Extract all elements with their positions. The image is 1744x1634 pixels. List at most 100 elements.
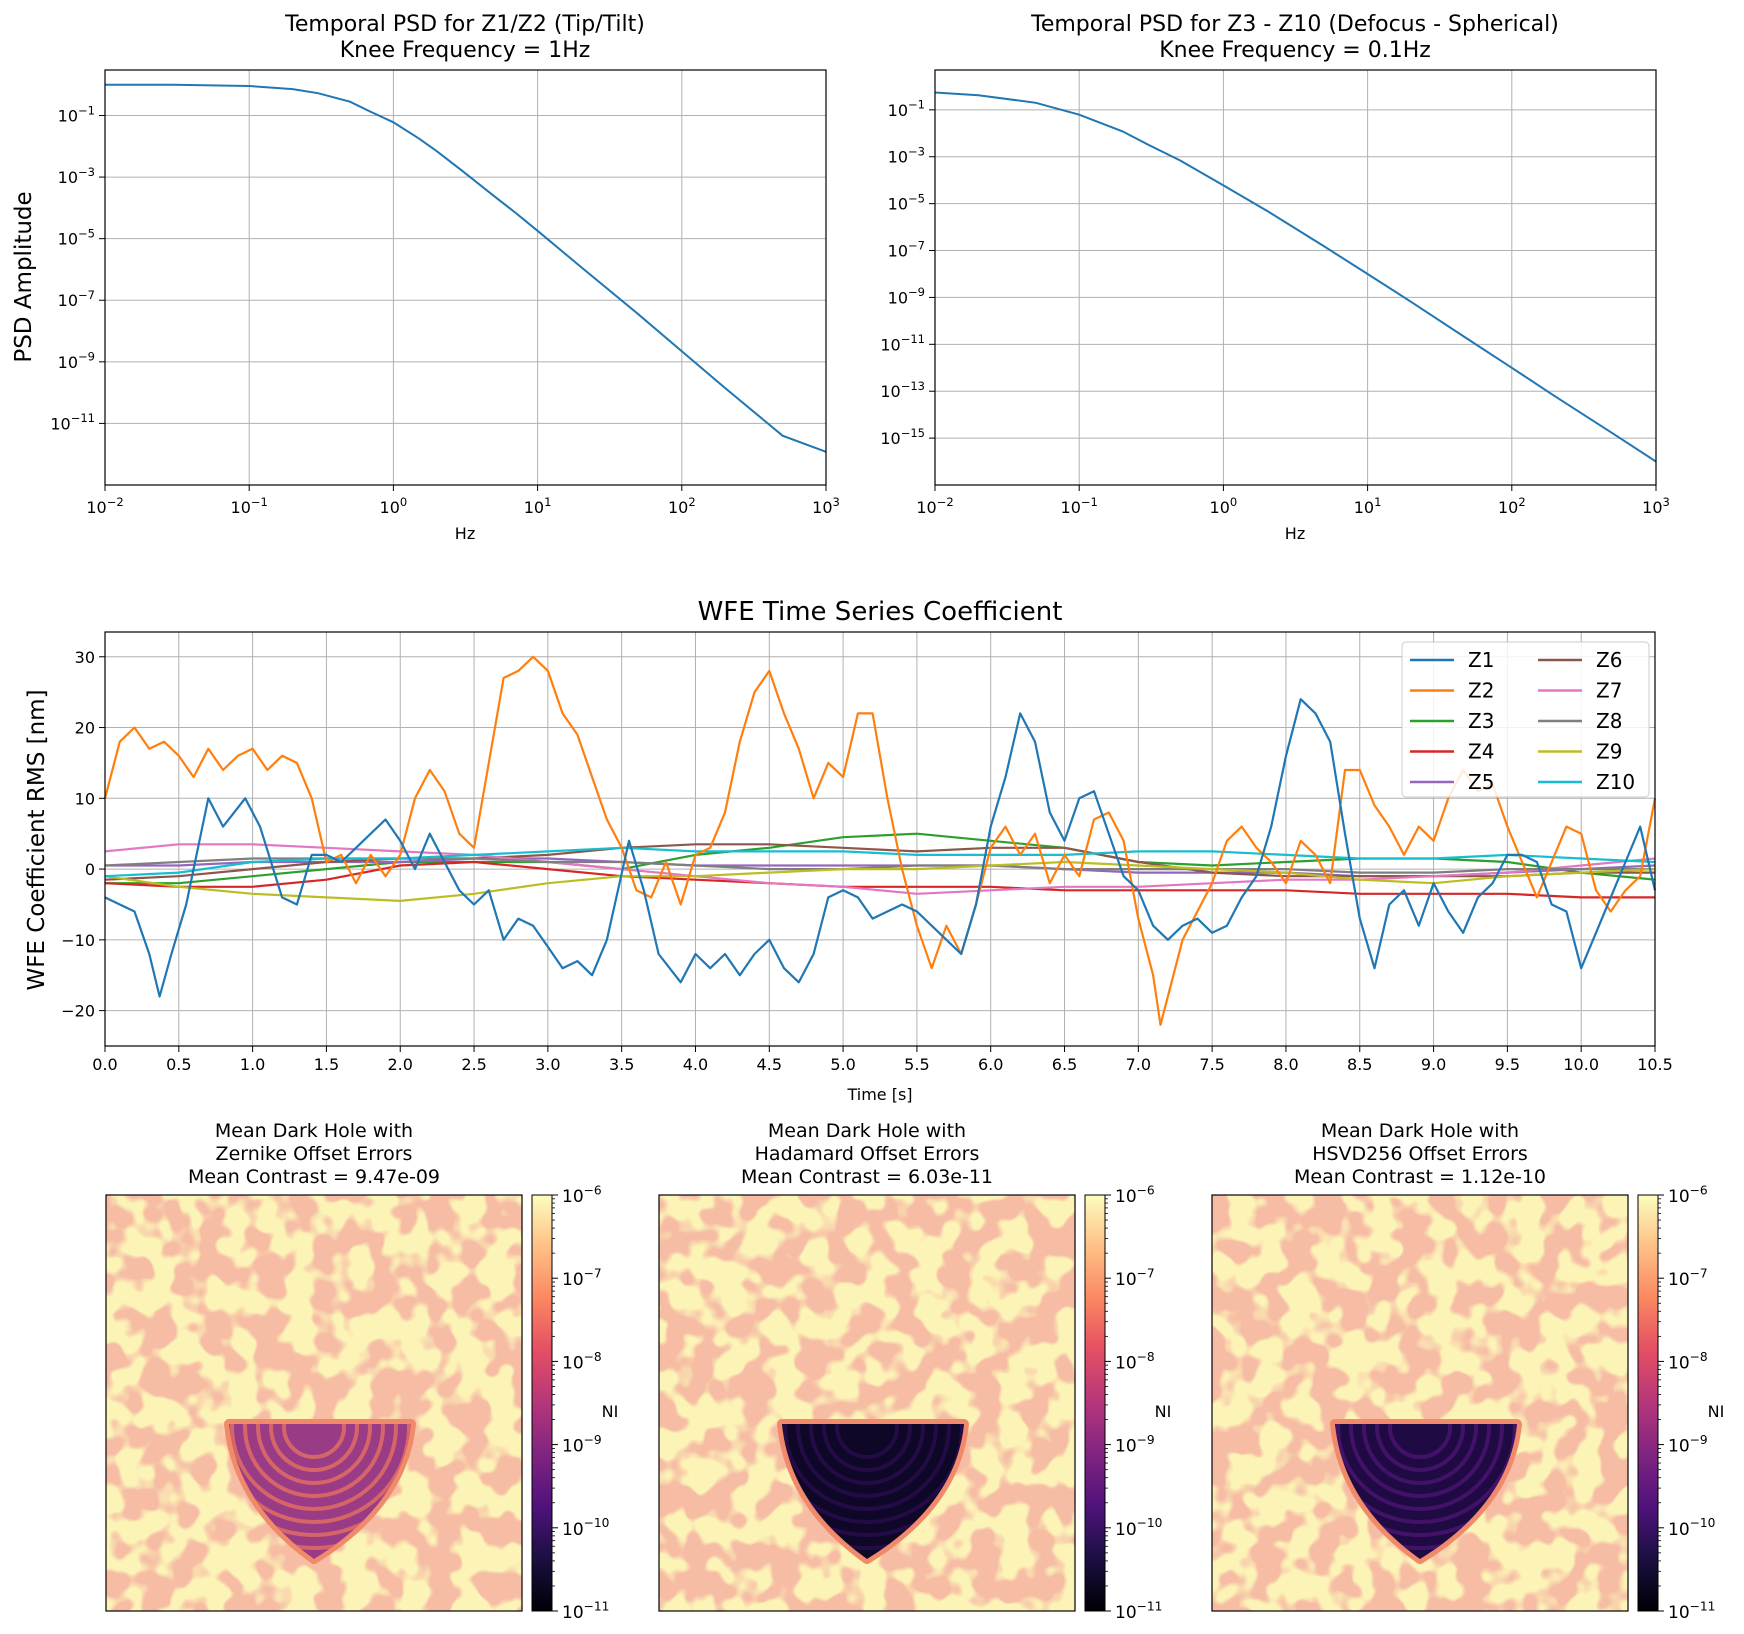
colorbar-tick-label: 10−8 xyxy=(1115,1350,1155,1374)
x-tick-label: 7.5 xyxy=(1199,1055,1224,1074)
x-tick-label: 9.0 xyxy=(1421,1055,1446,1074)
psd-tip-tilt-axes-frame xyxy=(104,69,827,486)
colorbar-tick-label: 10−9 xyxy=(562,1433,602,1457)
x-tick-label: 10−2 xyxy=(916,495,953,517)
fringe-ring xyxy=(1335,1424,1517,1537)
psd-tip-tilt-title-line-1: Temporal PSD for Z1/Z2 (Tip/Tilt) xyxy=(284,12,645,37)
psd-tip-tilt-x-label: Hz xyxy=(455,524,475,543)
fringe-ring xyxy=(822,1424,912,1472)
dark-hole-panels: Mean Dark Hole with Zernike Offset Errors… xyxy=(105,1120,1724,1623)
x-tick-label: 2.0 xyxy=(388,1055,413,1074)
fringe-ring xyxy=(783,1424,951,1511)
y-tick-label: 10−5 xyxy=(888,191,925,213)
y-tick-label: 10−11 xyxy=(50,411,95,433)
colorbar-tick-label: 10−10 xyxy=(1668,1516,1715,1540)
psd-defocus-x-ticks: 10−2 10−1 100 101 102 103 xyxy=(916,485,1670,517)
wfe-x-label: Time [s] xyxy=(846,1085,912,1104)
colorbar-tick-label: 10−11 xyxy=(562,1599,609,1623)
fringe-ring xyxy=(229,1424,411,1537)
fringe-ring xyxy=(835,1424,899,1459)
colorbar-tick-label: 10−6 xyxy=(1668,1183,1708,1207)
colorbar-label: NI xyxy=(1155,1402,1172,1421)
dark-hole-image-frame xyxy=(105,1194,523,1612)
dark-hole-image-frame xyxy=(658,1194,1076,1612)
wfe-series xyxy=(103,655,1657,1026)
y-tick-label: 10−13 xyxy=(880,379,925,401)
dark-hole-region xyxy=(782,1424,964,1559)
fringe-ring xyxy=(809,1424,925,1485)
fringe-ring xyxy=(782,1424,964,1550)
fringe-ring xyxy=(1388,1424,1452,1459)
y-tick-label: 0 xyxy=(85,860,95,879)
x-tick-label: 10−2 xyxy=(86,495,123,517)
dark-hole-fringes xyxy=(1335,1424,1517,1559)
x-tick-label: 1.0 xyxy=(240,1055,265,1074)
psd-tip-tilt-y-ticks: 10−11 10−9 10−7 10−5 10−3 10−1 xyxy=(50,103,105,433)
legend-label-z8: Z8 xyxy=(1596,709,1622,733)
fringe-ring xyxy=(782,1424,964,1537)
dark-hole-title-line-1: Mean Dark Hole with xyxy=(768,1120,966,1142)
y-tick-label: 10−9 xyxy=(58,350,95,372)
colorbar-tick-label: 10−9 xyxy=(1668,1433,1708,1457)
y-tick-label: 10−3 xyxy=(58,165,95,187)
series-line-z2 xyxy=(103,655,1657,1026)
fringe-ring xyxy=(1362,1424,1478,1485)
y-tick-label: 10−7 xyxy=(888,238,925,260)
series-line-z9 xyxy=(104,860,1656,903)
dark-hole-title-line-3: Mean Contrast = 9.47e-09 xyxy=(188,1166,440,1188)
legend-label-z9: Z9 xyxy=(1596,740,1622,764)
dark-hole-region xyxy=(1335,1424,1517,1559)
wfe-y-ticks: −20 −10 0 10 20 30 xyxy=(61,648,105,1021)
y-tick-label: 10−15 xyxy=(880,426,925,448)
x-tick-label: 6.5 xyxy=(1052,1055,1077,1074)
x-tick-label: 5.5 xyxy=(904,1055,929,1074)
y-tick-label: 10−5 xyxy=(58,226,95,248)
y-tick-label: −10 xyxy=(61,931,95,950)
x-tick-label: 1.5 xyxy=(314,1055,339,1074)
dark-hole-image-frame xyxy=(1211,1194,1629,1612)
x-tick-label: 3.5 xyxy=(609,1055,634,1074)
dark-hole-title-line-3: Mean Contrast = 1.12e-10 xyxy=(1294,1166,1546,1188)
x-tick-label: 100 xyxy=(380,495,408,517)
wfe-axes-frame xyxy=(104,631,1656,1047)
fringe-ring xyxy=(1335,1424,1517,1550)
fringe-ring xyxy=(229,1424,411,1550)
colorbar-tick-label: 10−11 xyxy=(1668,1599,1715,1623)
x-tick-label: 3.0 xyxy=(535,1055,560,1074)
fringe-ring xyxy=(796,1424,938,1498)
dark-hole-title-line-2: HSVD256 Offset Errors xyxy=(1312,1143,1528,1165)
psd-defocus-axes-frame xyxy=(934,69,1657,486)
wfe-title: WFE Time Series Coefficient xyxy=(698,597,1063,627)
fringe-ring xyxy=(229,1424,411,1524)
x-tick-label: 10−1 xyxy=(1061,495,1098,517)
fringe-ring xyxy=(256,1424,372,1485)
y-tick-label: −20 xyxy=(61,1002,95,1021)
psd-tip-tilt-series xyxy=(104,83,827,453)
colorbar-tick-label: 10−8 xyxy=(1668,1350,1708,1374)
psd-defocus-title-line-1: Temporal PSD for Z3 - Z10 (Defocus - Sph… xyxy=(1030,12,1559,37)
colorbar-tick-label: 10−6 xyxy=(1115,1183,1155,1207)
wfe-x-ticks: 0.0 0.5 1.0 1.5 2.0 2.5 3.0 3.5 4.0 4.5 5.0 5.5 6.0 6… xyxy=(92,1046,1673,1074)
dark-hole-title-line-2: Zernike Offset Errors xyxy=(216,1143,413,1165)
colorbar-tick-label: 10−11 xyxy=(1115,1599,1162,1623)
x-tick-label: 101 xyxy=(1354,495,1382,517)
psd-defocus-series xyxy=(934,91,1657,463)
x-tick-label: 10−1 xyxy=(231,495,268,517)
y-tick-label: 10−1 xyxy=(58,103,95,125)
x-tick-label: 10.0 xyxy=(1563,1055,1599,1074)
psd-defocus-panel: Temporal PSD for Z3 - Z10 (Defocus - Sph… xyxy=(880,12,1670,543)
colorbar-tick-label: 10−7 xyxy=(1115,1267,1155,1291)
fringe-ring xyxy=(243,1424,385,1498)
fringe-ring xyxy=(1335,1424,1517,1524)
psd-tip-tilt-y-label: PSD Amplitude xyxy=(11,191,37,362)
wfe-y-label: WFE Coefficient RMS [nm] xyxy=(24,689,50,990)
fringe-ring xyxy=(230,1424,398,1511)
series-line-z1 xyxy=(104,698,1657,998)
legend-label-z6: Z6 xyxy=(1596,648,1622,672)
fringe-ring xyxy=(282,1424,346,1459)
legend-label-z5: Z5 xyxy=(1468,770,1494,794)
